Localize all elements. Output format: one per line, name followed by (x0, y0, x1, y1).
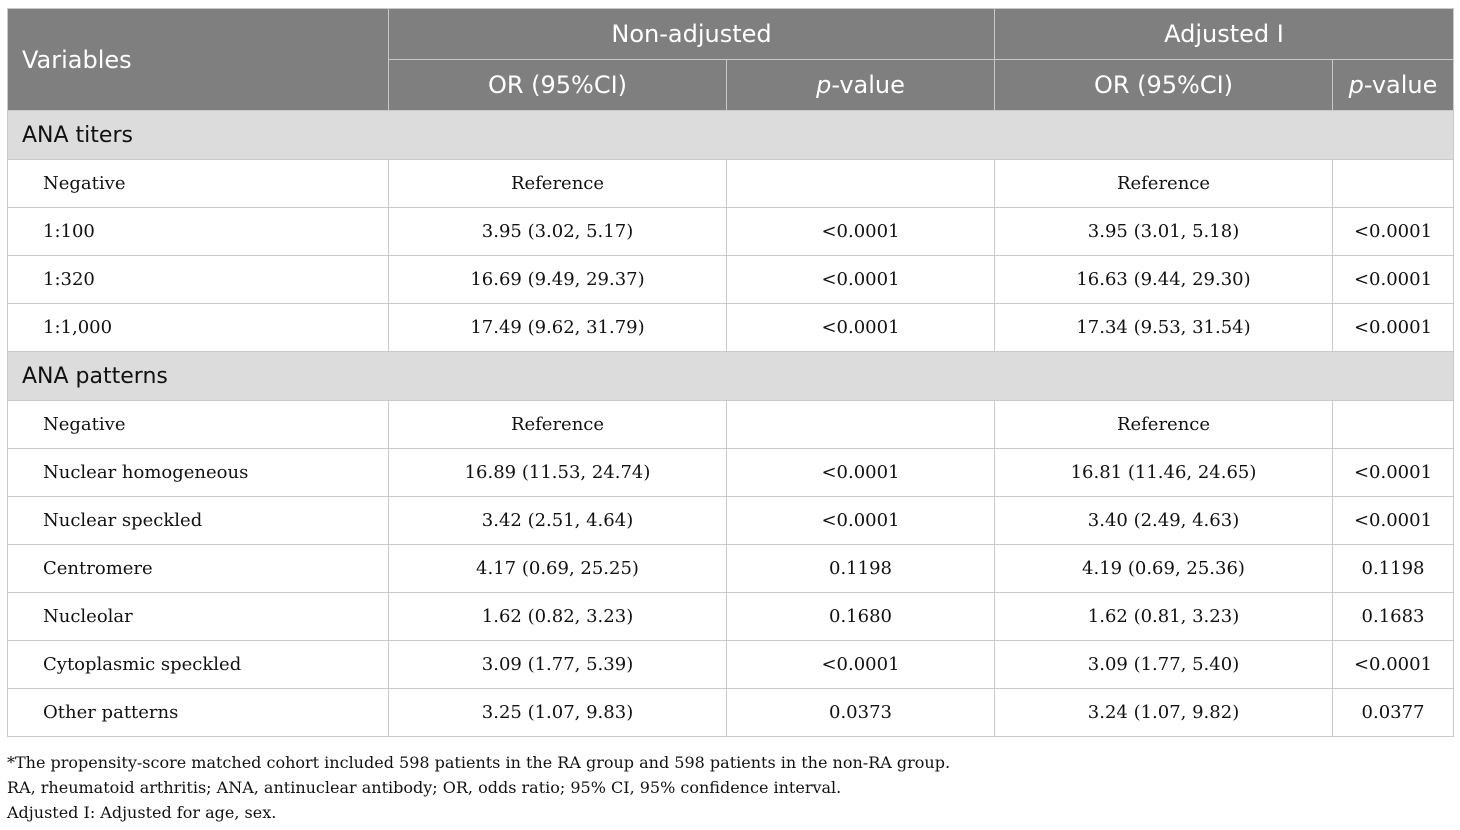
p-value-non-adjusted-cell (726, 159, 995, 208)
p-value-adjusted-cell: <0.0001 (1331, 496, 1455, 545)
p-value-adjusted-cell: <0.0001 (1331, 207, 1455, 256)
section-title: ANA titers (6, 110, 1455, 160)
or-non-adjusted-cell: 1.62 (0.82, 3.23) (388, 592, 727, 641)
row-label: 1:320 (7, 255, 389, 304)
p-value-non-adjusted-cell: <0.0001 (726, 207, 995, 256)
p-value-non-adjusted-cell: 0.0373 (726, 688, 995, 737)
table-row: Centromere 4.17 (0.69, 25.25) 0.1198 4.19 (… (7, 544, 1455, 593)
or-non-adjusted-cell: Reference (388, 400, 727, 449)
row-label: Other patterns (7, 688, 389, 737)
or-adjusted-cell: 3.95 (3.01, 5.18) (994, 207, 1333, 256)
or-header-adjusted: OR (95%CI) (994, 59, 1333, 111)
p-value-adjusted-cell (1331, 400, 1455, 449)
p-italic: p (1348, 71, 1364, 99)
p-suffix: -value (1363, 71, 1438, 99)
p-value-adjusted-cell: <0.0001 (1331, 303, 1455, 352)
p-value-non-adjusted-cell: <0.0001 (726, 496, 995, 545)
row-label: Negative (7, 159, 389, 208)
p-value-non-adjusted-cell: 0.1680 (726, 592, 995, 641)
p-value-adjusted-cell: 0.1683 (1331, 592, 1455, 641)
p-value-adjusted-cell: <0.0001 (1331, 640, 1455, 689)
row-label: Nuclear homogeneous (7, 448, 389, 497)
table-body: ANA titers Negative Reference Reference 1:10… (6, 110, 1455, 737)
or-non-adjusted-cell: 4.17 (0.69, 25.25) (388, 544, 727, 593)
or-header-non-adjusted: OR (95%CI) (388, 59, 727, 111)
p-value-non-adjusted-cell: <0.0001 (726, 448, 995, 497)
footnote-adjustment: Adjusted I: Adjusted for age, sex. (7, 803, 277, 822)
results-table: Variables Non-adjusted Adjusted I OR (95… (6, 8, 1455, 737)
non-adjusted-header: Non-adjusted (388, 8, 995, 60)
p-value-adjusted-cell: 0.1198 (1331, 544, 1455, 593)
or-non-adjusted-cell: 3.42 (2.51, 4.64) (388, 496, 727, 545)
p-value-adjusted-cell: <0.0001 (1331, 448, 1455, 497)
p-value-header-adjusted: p-value (1331, 59, 1455, 111)
table-row: Nucleolar 1.62 (0.82, 3.23) 0.1680 1.62 (0.… (7, 592, 1455, 641)
table-row: Nuclear homogeneous 16.89 (11.53, 24.74) <… (7, 448, 1455, 497)
table-row: Negative Reference Reference (7, 400, 1455, 449)
row-label: Cytoplasmic speckled (7, 640, 389, 689)
table-row: Negative Reference Reference (7, 159, 1455, 208)
footnote-abbreviations: RA, rheumatoid arthritis; ANA, antinucle… (7, 778, 842, 797)
section-row: ANA patterns (6, 351, 1455, 401)
row-label: Centromere (7, 544, 389, 593)
row-label: Nucleolar (7, 592, 389, 641)
p-suffix: -value (831, 71, 905, 99)
or-non-adjusted-cell: 16.69 (9.49, 29.37) (388, 255, 727, 304)
footnote-cohort: *The propensity-score matched cohort inc… (7, 753, 951, 772)
or-adjusted-cell: Reference (994, 159, 1333, 208)
or-adjusted-cell: 1.62 (0.81, 3.23) (994, 592, 1333, 641)
p-value-non-adjusted-cell: <0.0001 (726, 303, 995, 352)
section-title: ANA patterns (6, 351, 1455, 401)
p-value-adjusted-cell: 0.0377 (1331, 688, 1455, 737)
p-value-non-adjusted-cell: 0.1198 (726, 544, 995, 593)
row-label: 1:1,000 (7, 303, 389, 352)
or-non-adjusted-cell: 3.95 (3.02, 5.17) (388, 207, 727, 256)
or-adjusted-cell: 3.40 (2.49, 4.63) (994, 496, 1333, 545)
footnotes: *The propensity-score matched cohort inc… (7, 750, 1453, 825)
or-adjusted-cell: 4.19 (0.69, 25.36) (994, 544, 1333, 593)
p-value-adjusted-cell: <0.0001 (1331, 255, 1455, 304)
or-non-adjusted-cell: 17.49 (9.62, 31.79) (388, 303, 727, 352)
section-row: ANA titers (6, 110, 1455, 160)
adjusted-header: Adjusted I (993, 8, 1455, 60)
table-row: Cytoplasmic speckled 3.09 (1.77, 5.39) <0.… (7, 640, 1455, 689)
or-adjusted-cell: 17.34 (9.53, 31.54) (994, 303, 1333, 352)
table-header: Variables Non-adjusted Adjusted I OR (95… (7, 8, 1455, 111)
table-row: 1:1,000 17.49 (9.62, 31.79) <0.0001 17.34 (… (7, 303, 1455, 352)
table-row: Nuclear speckled 3.42 (2.51, 4.64) <0.0001… (7, 496, 1455, 545)
or-non-adjusted-cell: Reference (388, 159, 727, 208)
or-adjusted-cell: 16.81 (11.46, 24.65) (994, 448, 1333, 497)
p-value-non-adjusted-cell (726, 400, 995, 449)
row-label: Nuclear speckled (7, 496, 389, 545)
table-row: 1:100 3.95 (3.02, 5.17) <0.0001 3.95 (3.01,… (7, 207, 1455, 256)
row-label: 1:100 (7, 207, 389, 256)
row-label: Negative (7, 400, 389, 449)
p-value-header-non-adjusted: p-value (726, 59, 995, 111)
or-non-adjusted-cell: 3.25 (1.07, 9.83) (388, 688, 727, 737)
p-value-adjusted-cell (1331, 159, 1455, 208)
table-row: Other patterns 3.25 (1.07, 9.83) 0.0373 3.2… (7, 688, 1455, 737)
p-value-non-adjusted-cell: <0.0001 (726, 255, 995, 304)
or-adjusted-cell: 3.24 (1.07, 9.82) (994, 688, 1333, 737)
or-adjusted-cell: 3.09 (1.77, 5.40) (994, 640, 1333, 689)
p-value-non-adjusted-cell: <0.0001 (726, 640, 995, 689)
or-non-adjusted-cell: 16.89 (11.53, 24.74) (388, 448, 727, 497)
p-italic: p (816, 71, 832, 99)
or-non-adjusted-cell: 3.09 (1.77, 5.39) (388, 640, 727, 689)
table-row: 1:320 16.69 (9.49, 29.37) <0.0001 16.63 (9.… (7, 255, 1455, 304)
or-adjusted-cell: Reference (994, 400, 1333, 449)
variables-header: Variables (7, 8, 389, 111)
or-adjusted-cell: 16.63 (9.44, 29.30) (994, 255, 1333, 304)
